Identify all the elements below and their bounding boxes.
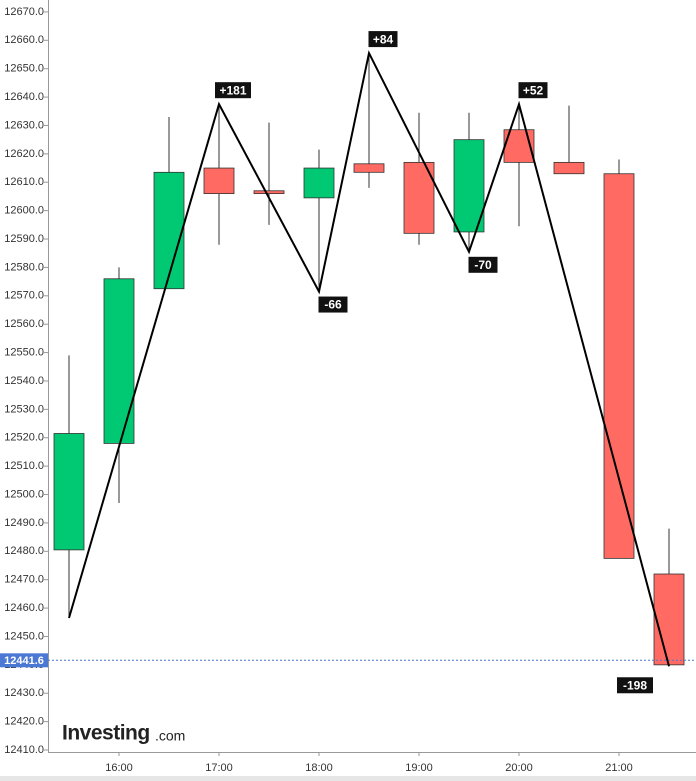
y-tick-label: 12620.0 xyxy=(4,148,44,160)
zigzag-label-box xyxy=(368,31,398,48)
zigzag-label: +84 xyxy=(373,32,394,46)
y-tick-label: 12550.0 xyxy=(4,346,44,358)
y-tick-label: 12650.0 xyxy=(4,63,44,75)
y-tick-label: 12480.0 xyxy=(4,545,44,557)
y-tick-label: 12640.0 xyxy=(4,91,44,103)
zigzag-label-box xyxy=(468,256,498,273)
y-tick-label: 12630.0 xyxy=(4,119,44,131)
bottom-strip xyxy=(0,776,696,781)
y-tick-label: 12430.0 xyxy=(4,687,44,699)
zigzag-label: -66 xyxy=(324,298,342,312)
x-tick-label: 18:00 xyxy=(305,762,333,774)
candle-body xyxy=(453,139,485,233)
y-tick-label: 12660.0 xyxy=(4,34,44,46)
candle-body xyxy=(53,433,85,551)
x-tick-label: 21:00 xyxy=(605,762,633,774)
candle-body xyxy=(203,167,235,195)
y-tick-label: 12590.0 xyxy=(4,233,44,245)
candle-body xyxy=(153,171,185,290)
watermark-brand: Investing xyxy=(62,722,150,745)
y-tick-label: 12450.0 xyxy=(4,630,44,642)
candle-body xyxy=(253,190,285,195)
y-tick-label: 12600.0 xyxy=(4,205,44,217)
x-tick-label: 16:00 xyxy=(105,762,133,774)
y-tick-label: 12510.0 xyxy=(4,460,44,472)
y-tick-label: 12520.0 xyxy=(4,432,44,444)
y-tick-label: 12410.0 xyxy=(4,744,44,756)
zigzag-label-box xyxy=(617,677,653,694)
zigzag-line xyxy=(68,50,670,667)
y-tick-label: 12580.0 xyxy=(4,261,44,273)
candle-body xyxy=(553,161,585,175)
zigzag-label: +52 xyxy=(523,83,544,97)
candle-body xyxy=(603,173,635,559)
y-tick-label: 12610.0 xyxy=(4,176,44,188)
zigzag-label: +181 xyxy=(219,83,246,97)
candle-body xyxy=(353,163,385,173)
candle-body xyxy=(653,573,685,666)
y-tick-label: 12540.0 xyxy=(4,375,44,387)
candle-body xyxy=(103,278,135,444)
candle-body xyxy=(303,167,335,199)
zigzag-label: -198 xyxy=(623,678,647,692)
last-price-box xyxy=(0,653,48,668)
y-tick-label: 12470.0 xyxy=(4,574,44,586)
watermark-suffix: .com xyxy=(155,728,185,744)
zigzag-label-box xyxy=(318,296,348,313)
x-tick-label: 20:00 xyxy=(505,762,533,774)
y-tick-label: 12460.0 xyxy=(4,602,44,614)
x-tick-label: 17:00 xyxy=(205,762,233,774)
y-tick-label: 12670.0 xyxy=(4,6,44,18)
y-tick-label: 12530.0 xyxy=(4,403,44,415)
y-tick-label: 12560.0 xyxy=(4,318,44,330)
zigzag-label-box xyxy=(518,82,548,99)
y-tick-label: 12500.0 xyxy=(4,488,44,500)
y-tick-label: 12490.0 xyxy=(4,517,44,529)
y-tick-label: 12570.0 xyxy=(4,290,44,302)
zigzag-label: -70 xyxy=(474,258,492,272)
x-tick-label: 19:00 xyxy=(405,762,433,774)
y-tick-label: 12420.0 xyxy=(4,716,44,728)
last-price-label: 12441.6 xyxy=(4,655,44,667)
zigzag-label-box xyxy=(215,82,251,99)
